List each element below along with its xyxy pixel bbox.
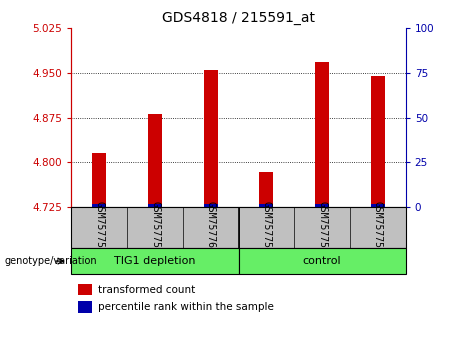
Text: GSM757758: GSM757758 [95,201,104,254]
Bar [260,172,273,207]
Bar [78,301,91,313]
Bar [148,204,162,207]
Bar [315,204,329,207]
Bar [78,284,91,295]
Bar [371,204,385,207]
Bar [92,153,106,207]
Text: GSM757756: GSM757756 [317,201,327,254]
Text: GSM757760: GSM757760 [206,201,216,254]
Bar [92,204,106,207]
Text: percentile rank within the sample: percentile rank within the sample [98,302,274,312]
Text: genotype/variation: genotype/variation [5,256,97,266]
Bar [238,248,406,274]
Bar [204,204,218,207]
Bar [71,248,239,274]
Text: GSM757755: GSM757755 [261,201,272,254]
Bar [204,70,218,207]
Text: GSM757757: GSM757757 [373,201,383,254]
Text: TIG1 depletion: TIG1 depletion [114,256,196,266]
Bar [148,114,162,207]
Text: transformed count: transformed count [98,285,195,295]
Text: control: control [303,256,342,266]
Bar [260,204,273,207]
Bar [371,76,385,207]
Bar [315,62,329,207]
Text: GSM757759: GSM757759 [150,201,160,254]
Title: GDS4818 / 215591_at: GDS4818 / 215591_at [162,11,315,24]
